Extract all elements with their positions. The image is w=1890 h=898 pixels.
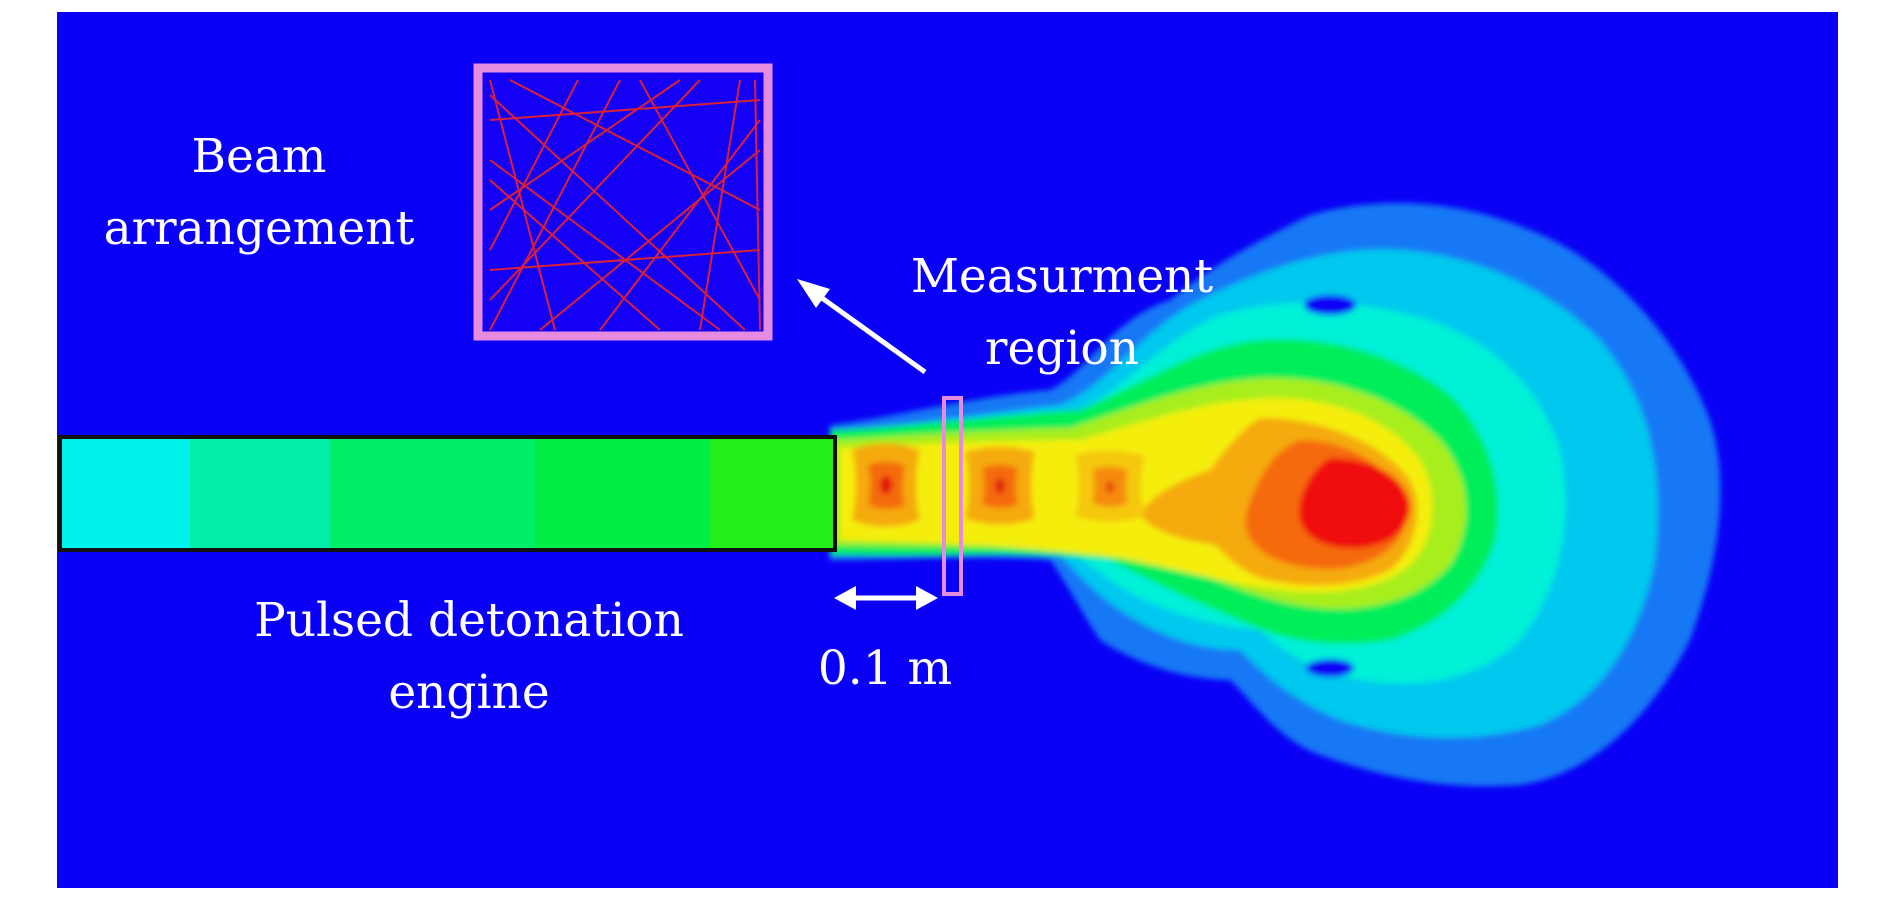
pointer-arrow [797, 279, 927, 375]
engine-segment [710, 437, 835, 550]
detonation-engine-tube [58, 435, 837, 552]
beam-label-line1: Beam [192, 129, 327, 184]
beam-label-line2: arrangement [104, 201, 415, 256]
plume-void-bottom [1306, 659, 1354, 677]
plume-core-red [1299, 458, 1410, 549]
shock-cell-1 [852, 443, 920, 527]
measurement-region-marker [942, 396, 963, 596]
beam-arrangement-inset [473, 63, 773, 341]
engine-segment [330, 437, 535, 550]
engine-label-line1: Pulsed detonation [254, 593, 684, 648]
engine-segment [190, 437, 330, 550]
measurement-label-line2: region [985, 321, 1139, 376]
engine-outline [58, 435, 837, 552]
plume-void-top [1304, 295, 1356, 315]
engine-label-line2: engine [388, 665, 549, 720]
scale-label: 0.1 m [818, 641, 952, 696]
beam-lines [489, 79, 761, 331]
scale-bar-arrow [834, 586, 938, 610]
shock-cell-2 [965, 446, 1035, 525]
engine-segment [535, 437, 710, 550]
exhaust-plume [830, 203, 1721, 787]
shock-cell-3 [1075, 450, 1145, 523]
engine-segment [60, 437, 190, 550]
measurement-label-line1: Measurment [911, 249, 1213, 304]
